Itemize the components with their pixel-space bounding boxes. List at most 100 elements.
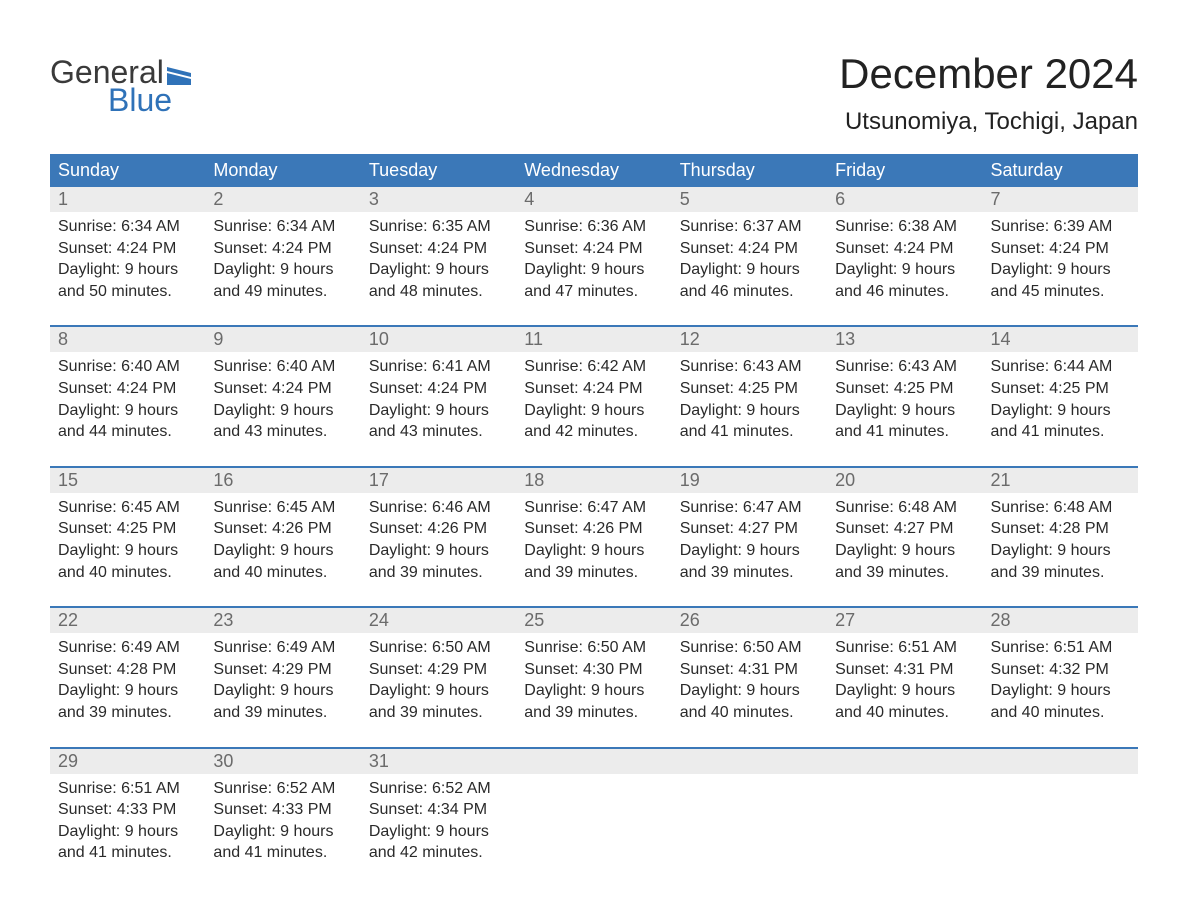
day-detail-cell: Sunrise: 6:43 AMSunset: 4:25 PMDaylight:…	[672, 352, 827, 444]
day-detail-cell: Sunrise: 6:47 AMSunset: 4:27 PMDaylight:…	[672, 493, 827, 585]
location-subtitle: Utsunomiya, Tochigi, Japan	[839, 108, 1138, 136]
daylight-text: and 46 minutes.	[835, 281, 974, 303]
daylight-text: and 45 minutes.	[991, 281, 1130, 303]
day-detail-cell: Sunrise: 6:45 AMSunset: 4:26 PMDaylight:…	[205, 493, 360, 585]
week-separator	[50, 304, 1138, 326]
day-detail-cell: Sunrise: 6:34 AMSunset: 4:24 PMDaylight:…	[205, 212, 360, 304]
day-number-cell: 17	[361, 467, 516, 493]
daylight-text: Daylight: 9 hours	[835, 259, 974, 281]
daylight-text: and 43 minutes.	[369, 421, 508, 443]
sunset-text: Sunset: 4:28 PM	[58, 659, 197, 681]
daylight-text: and 40 minutes.	[991, 702, 1130, 724]
sunset-text: Sunset: 4:28 PM	[991, 518, 1130, 540]
day-number-cell: 20	[827, 467, 982, 493]
daylight-text: Daylight: 9 hours	[835, 680, 974, 702]
sunrise-text: Sunrise: 6:50 AM	[369, 637, 508, 659]
day-number-row: 891011121314	[50, 326, 1138, 352]
sunrise-text: Sunrise: 6:41 AM	[369, 356, 508, 378]
sunrise-text: Sunrise: 6:47 AM	[680, 497, 819, 519]
daylight-text: and 40 minutes.	[835, 702, 974, 724]
weekday-header: Monday	[205, 154, 360, 187]
day-detail-cell: Sunrise: 6:44 AMSunset: 4:25 PMDaylight:…	[983, 352, 1138, 444]
day-detail-cell: Sunrise: 6:51 AMSunset: 4:31 PMDaylight:…	[827, 633, 982, 725]
sunrise-text: Sunrise: 6:40 AM	[213, 356, 352, 378]
day-detail-cell: Sunrise: 6:41 AMSunset: 4:24 PMDaylight:…	[361, 352, 516, 444]
daylight-text: and 41 minutes.	[213, 842, 352, 864]
sunset-text: Sunset: 4:25 PM	[835, 378, 974, 400]
weekday-header: Saturday	[983, 154, 1138, 187]
sunset-text: Sunset: 4:24 PM	[524, 238, 663, 260]
daylight-text: and 40 minutes.	[213, 562, 352, 584]
sunset-text: Sunset: 4:29 PM	[213, 659, 352, 681]
day-number-cell	[672, 748, 827, 774]
sunset-text: Sunset: 4:25 PM	[680, 378, 819, 400]
day-number-cell: 13	[827, 326, 982, 352]
calendar-table: Sunday Monday Tuesday Wednesday Thursday…	[50, 154, 1138, 866]
day-detail-cell: Sunrise: 6:43 AMSunset: 4:25 PMDaylight:…	[827, 352, 982, 444]
sunrise-text: Sunrise: 6:52 AM	[213, 778, 352, 800]
day-detail-cell: Sunrise: 6:37 AMSunset: 4:24 PMDaylight:…	[672, 212, 827, 304]
daylight-text: and 50 minutes.	[58, 281, 197, 303]
day-number-cell: 3	[361, 187, 516, 212]
sunrise-text: Sunrise: 6:39 AM	[991, 216, 1130, 238]
day-number-cell: 23	[205, 607, 360, 633]
daylight-text: and 40 minutes.	[58, 562, 197, 584]
daylight-text: Daylight: 9 hours	[369, 821, 508, 843]
sunrise-text: Sunrise: 6:34 AM	[58, 216, 197, 238]
sunset-text: Sunset: 4:27 PM	[680, 518, 819, 540]
daylight-text: and 43 minutes.	[213, 421, 352, 443]
day-number-cell	[827, 748, 982, 774]
page-header: General Blue December 2024 Utsunomiya, T…	[50, 50, 1138, 136]
daylight-text: Daylight: 9 hours	[524, 540, 663, 562]
day-detail-cell: Sunrise: 6:48 AMSunset: 4:27 PMDaylight:…	[827, 493, 982, 585]
sunset-text: Sunset: 4:30 PM	[524, 659, 663, 681]
day-number-cell: 25	[516, 607, 671, 633]
daylight-text: Daylight: 9 hours	[369, 680, 508, 702]
daylight-text: Daylight: 9 hours	[991, 680, 1130, 702]
logo-word2: Blue	[50, 84, 191, 116]
day-number-cell: 2	[205, 187, 360, 212]
day-number-cell: 30	[205, 748, 360, 774]
logo: General Blue	[50, 50, 191, 116]
day-detail-cell: Sunrise: 6:47 AMSunset: 4:26 PMDaylight:…	[516, 493, 671, 585]
title-block: December 2024 Utsunomiya, Tochigi, Japan	[839, 50, 1138, 136]
sunrise-text: Sunrise: 6:50 AM	[680, 637, 819, 659]
sunrise-text: Sunrise: 6:47 AM	[524, 497, 663, 519]
day-detail-cell: Sunrise: 6:36 AMSunset: 4:24 PMDaylight:…	[516, 212, 671, 304]
daylight-text: Daylight: 9 hours	[58, 680, 197, 702]
daylight-text: and 44 minutes.	[58, 421, 197, 443]
daylight-text: Daylight: 9 hours	[58, 400, 197, 422]
day-detail-cell: Sunrise: 6:34 AMSunset: 4:24 PMDaylight:…	[50, 212, 205, 304]
sunset-text: Sunset: 4:31 PM	[835, 659, 974, 681]
sunrise-text: Sunrise: 6:38 AM	[835, 216, 974, 238]
sunset-text: Sunset: 4:26 PM	[369, 518, 508, 540]
day-detail-cell: Sunrise: 6:42 AMSunset: 4:24 PMDaylight:…	[516, 352, 671, 444]
day-number-cell: 8	[50, 326, 205, 352]
day-number-cell: 24	[361, 607, 516, 633]
sunset-text: Sunset: 4:25 PM	[58, 518, 197, 540]
day-detail-cell	[983, 774, 1138, 866]
day-number-cell: 4	[516, 187, 671, 212]
day-number-cell: 9	[205, 326, 360, 352]
day-number-cell: 18	[516, 467, 671, 493]
daylight-text: Daylight: 9 hours	[835, 540, 974, 562]
day-detail-cell: Sunrise: 6:38 AMSunset: 4:24 PMDaylight:…	[827, 212, 982, 304]
day-number-cell: 27	[827, 607, 982, 633]
sunset-text: Sunset: 4:24 PM	[58, 238, 197, 260]
weekday-header-row: Sunday Monday Tuesday Wednesday Thursday…	[50, 154, 1138, 187]
daylight-text: Daylight: 9 hours	[680, 680, 819, 702]
sunrise-text: Sunrise: 6:49 AM	[58, 637, 197, 659]
day-detail-cell: Sunrise: 6:50 AMSunset: 4:31 PMDaylight:…	[672, 633, 827, 725]
day-detail-cell: Sunrise: 6:35 AMSunset: 4:24 PMDaylight:…	[361, 212, 516, 304]
day-detail-cell: Sunrise: 6:39 AMSunset: 4:24 PMDaylight:…	[983, 212, 1138, 304]
sunset-text: Sunset: 4:29 PM	[369, 659, 508, 681]
day-number-cell: 12	[672, 326, 827, 352]
daylight-text: and 39 minutes.	[58, 702, 197, 724]
day-detail-row: Sunrise: 6:40 AMSunset: 4:24 PMDaylight:…	[50, 352, 1138, 444]
day-detail-cell: Sunrise: 6:51 AMSunset: 4:33 PMDaylight:…	[50, 774, 205, 866]
sunset-text: Sunset: 4:24 PM	[835, 238, 974, 260]
daylight-text: and 41 minutes.	[680, 421, 819, 443]
month-title: December 2024	[839, 50, 1138, 98]
daylight-text: Daylight: 9 hours	[524, 680, 663, 702]
daylight-text: Daylight: 9 hours	[58, 259, 197, 281]
